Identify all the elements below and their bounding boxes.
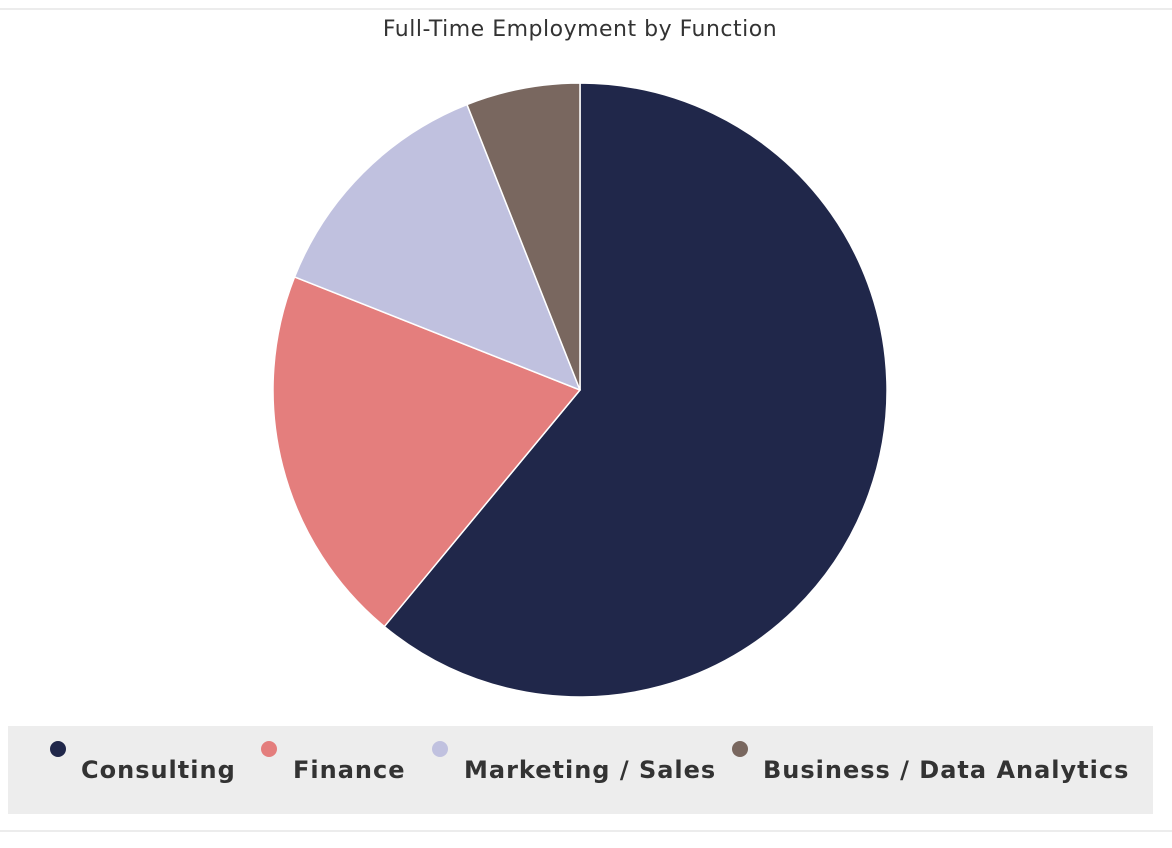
- legend: Consulting Finance Marketing / Sales Bus…: [8, 726, 1153, 814]
- pie-slice-marketing-sales[interactable]: [293, 103, 581, 391]
- legend-label-business-data-analytics: Business / Data Analytics: [763, 756, 1130, 784]
- legend-marker-finance: [261, 741, 277, 757]
- pie-slice-business-data-analytics[interactable]: [466, 82, 581, 391]
- bottom-divider: [0, 830, 1172, 832]
- legend-label-marketing-sales: Marketing / Sales: [464, 756, 717, 784]
- legend-marker-marketing-sales: [432, 741, 448, 757]
- pie-slice-finance[interactable]: [272, 276, 581, 628]
- legend-label-consulting: Consulting: [81, 756, 236, 784]
- legend-label-finance: Finance: [293, 756, 406, 784]
- chart-title: Full-Time Employment by Function: [382, 17, 778, 42]
- pie-slice-consulting[interactable]: [383, 82, 888, 698]
- legend-marker-business-data-analytics: [732, 741, 748, 757]
- pie-slices: [272, 82, 888, 698]
- top-divider: [0, 8, 1172, 10]
- legend-marker-consulting: [50, 741, 66, 757]
